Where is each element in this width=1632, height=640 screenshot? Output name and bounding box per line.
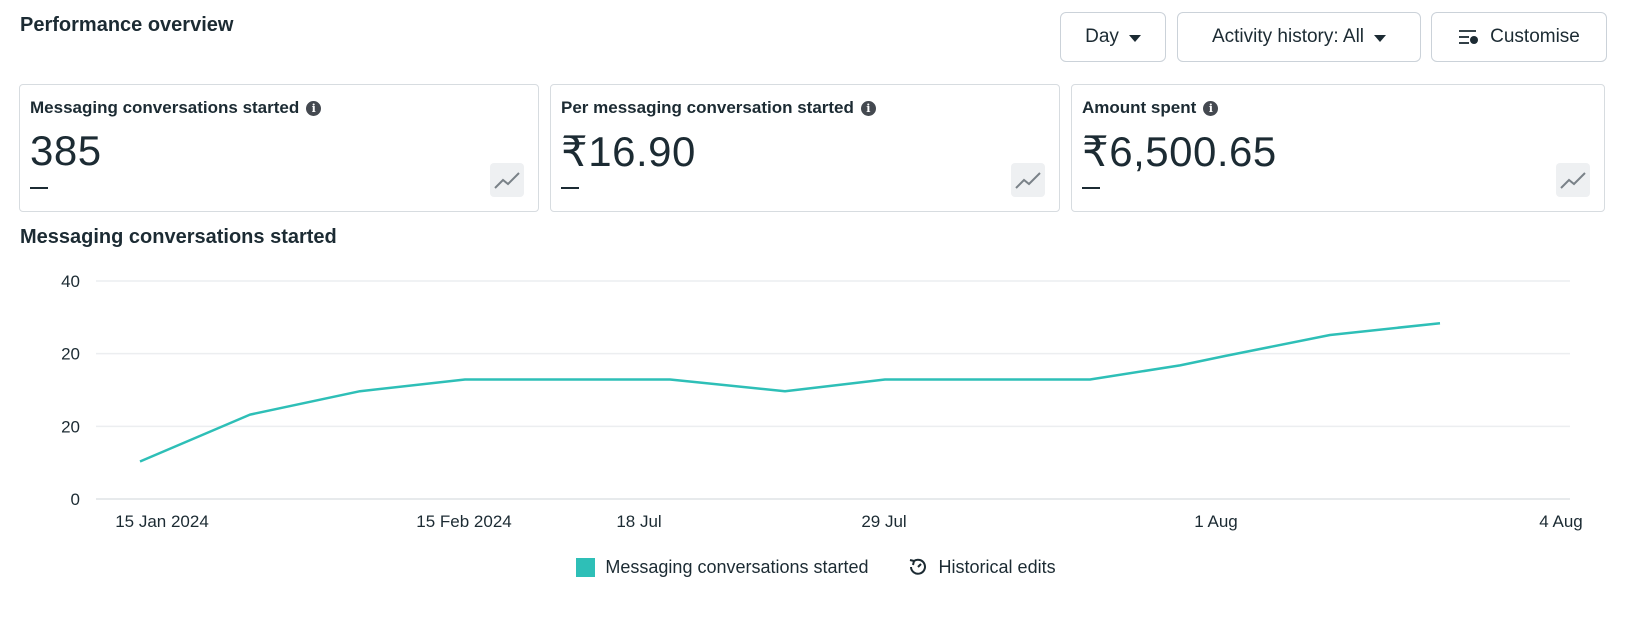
day-label: Day (1085, 26, 1119, 47)
chart-title: Messaging conversations started (20, 226, 337, 248)
historical-edits-icon (909, 558, 926, 575)
y-tick-label: 0 (71, 490, 80, 509)
trend-chart-icon[interactable] (490, 163, 524, 197)
metric-value: ₹6,500.65 (1082, 128, 1277, 175)
metric-label: Per messaging conversation started (561, 98, 854, 117)
y-tick-label: 40 (61, 272, 80, 291)
x-tick-label: 18 Jul (616, 512, 661, 531)
x-tick-label: 15 Jan 2024 (115, 512, 209, 531)
x-tick-label: 29 Jul (861, 512, 906, 531)
customise-label: Customise (1490, 26, 1580, 47)
legend-label: Messaging conversations started (605, 556, 869, 577)
legend-label: Historical edits (938, 556, 1056, 577)
legend-item-historical-edits[interactable]: Historical edits (907, 556, 1056, 578)
y-tick-label: 20 (61, 417, 80, 436)
x-tick-label: 15 Feb 2024 (416, 512, 511, 531)
y-tick-label: 20 (61, 345, 80, 364)
legend-item-series[interactable]: Messaging conversations started (576, 556, 869, 578)
metric-label: Amount spent (1082, 98, 1197, 117)
metric-delta (561, 187, 579, 189)
info-icon[interactable]: i (860, 100, 876, 116)
info-icon[interactable]: i (306, 100, 322, 116)
chart-legend: Messaging conversations started Historic… (0, 556, 1632, 578)
x-tick-label: 4 Aug (1539, 512, 1583, 531)
trend-chart-icon[interactable] (1011, 163, 1045, 197)
metric-card-amount-spent[interactable]: Amount spent i ₹6,500.65 (1071, 84, 1605, 212)
metric-card-messaging-conversations[interactable]: Messaging conversations started i 385 (19, 84, 539, 212)
info-icon[interactable]: i (1203, 100, 1219, 116)
day-dropdown[interactable]: Day (1060, 12, 1166, 62)
customise-icon (1459, 30, 1479, 44)
x-tick-label: 1 Aug (1194, 512, 1238, 531)
caret-down-icon (1374, 34, 1387, 42)
caret-down-icon (1128, 34, 1141, 42)
metric-value: ₹16.90 (561, 128, 696, 175)
series-line (139, 321, 1441, 463)
metric-delta (30, 187, 48, 189)
metric-label: Messaging conversations started (30, 98, 300, 117)
activity-history-label: Activity history: All (1211, 26, 1365, 47)
trend-chart-icon[interactable] (1556, 163, 1590, 197)
customise-button[interactable]: Customise (1431, 12, 1607, 62)
activity-history-dropdown[interactable]: Activity history: All (1177, 12, 1421, 62)
series-swatch (576, 557, 596, 577)
metric-card-per-messaging-conversation[interactable]: Per messaging conversation started i ₹16… (550, 84, 1060, 212)
metric-delta (1082, 187, 1100, 189)
metric-value: 385 (30, 127, 102, 174)
page-title: Performance overview (20, 14, 234, 36)
